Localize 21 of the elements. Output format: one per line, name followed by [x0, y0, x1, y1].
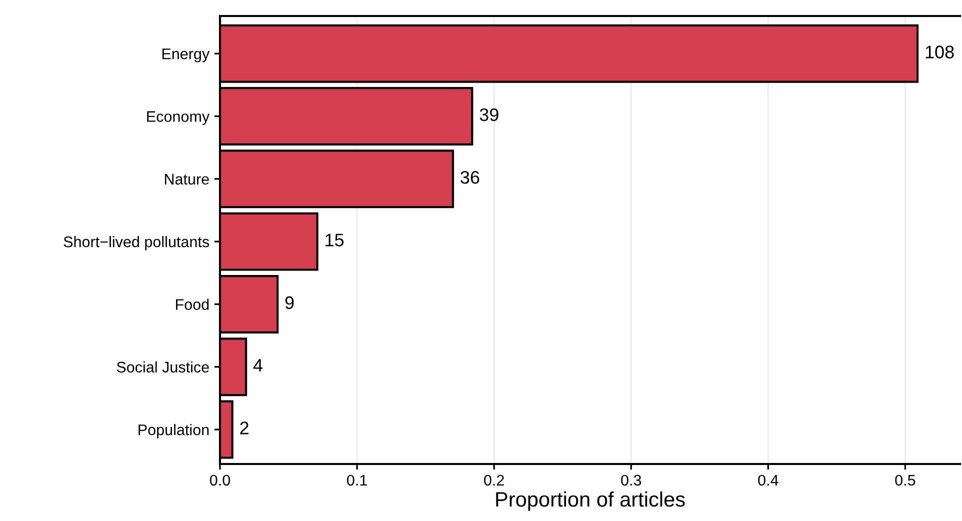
x-axis-title: Proportion of articles — [496, 491, 685, 511]
annotation: 9 — [285, 296, 294, 310]
x-tick-label: 0.3 — [621, 474, 642, 486]
y-tick-label: Energy — [162, 48, 210, 62]
x-tick-label: 0.4 — [758, 474, 778, 486]
x-tick-label: 0.2 — [484, 474, 504, 486]
annotation: 2 — [240, 422, 248, 434]
y-tick-label: Short−lived pollutants — [64, 236, 210, 250]
annotation: 108 — [926, 46, 954, 58]
x-tick-label: 0.5 — [895, 474, 916, 486]
y-tick-label: Food — [176, 298, 209, 310]
x-tick-label: 0.0 — [210, 474, 230, 486]
annotation: 4 — [253, 359, 262, 372]
y-tick-label: Nature — [164, 174, 209, 185]
y-tick-label: Economy — [147, 111, 210, 125]
y-tick-label: Social Justice — [116, 361, 209, 373]
annotation: 15 — [326, 234, 344, 246]
annotation: 39 — [480, 108, 498, 122]
y-tick-label: Population — [138, 424, 209, 438]
x-tick-label: 0.1 — [347, 474, 367, 486]
annotation: 36 — [460, 170, 480, 184]
